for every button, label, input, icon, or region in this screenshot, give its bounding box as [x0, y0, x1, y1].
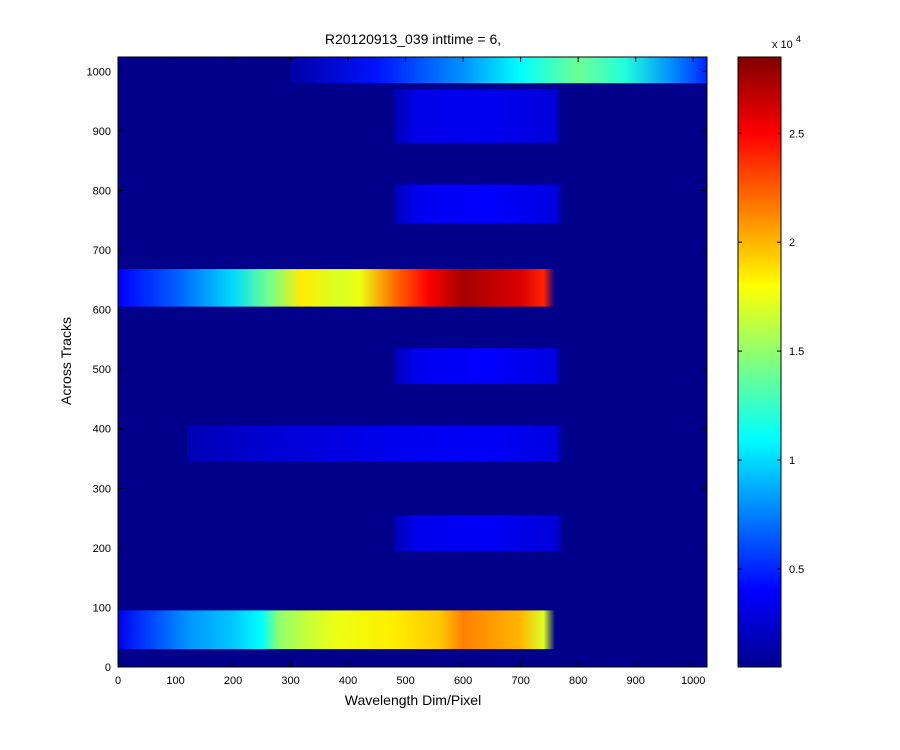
y-tick-label: 200: [93, 543, 111, 555]
heatmap-band-2: [187, 425, 564, 462]
y-tick-label: 500: [93, 364, 111, 376]
chart-title: R20120913_039 inttime = 6,: [325, 31, 501, 47]
x-tick-label: 100: [166, 675, 184, 687]
heatmap-band-6: [394, 89, 561, 143]
y-axis-label: Across Tracks: [58, 317, 74, 405]
heatmap-band-0: [118, 610, 556, 650]
colorbar-tick-label: 2.5: [789, 128, 804, 140]
x-tick-label: 700: [511, 675, 529, 687]
colorbar-gradient: [737, 56, 782, 668]
x-tick-label: 500: [396, 675, 414, 687]
plot-frame: [117, 56, 708, 668]
colorbar-tick-label: 1.5: [789, 346, 804, 358]
y-tick-label: 400: [93, 424, 111, 436]
heatmap-band-1: [394, 515, 564, 551]
y-tick-label: 900: [93, 126, 111, 138]
y-tick-label: 700: [93, 245, 111, 257]
x-axis: 0 100 200 300 400 500 600 700 800 900 1000: [115, 57, 705, 687]
plot-area: [117, 56, 708, 668]
x-tick-label: 400: [339, 675, 357, 687]
x-tick-label: 300: [281, 675, 299, 687]
x-tick-label: 1000: [681, 675, 705, 687]
x-axis-label: Wavelength Dim/Pixel: [345, 692, 481, 708]
x-tick-label: 0: [115, 675, 121, 687]
heatmap-band-7: [290, 57, 707, 84]
colorbar-multiplier: x 10 4: [772, 34, 801, 51]
colorbar-tick-label: 0.5: [789, 564, 804, 576]
colorbar-multiplier-exponent: 4: [796, 34, 801, 44]
colorbar-tick-label: 2: [789, 237, 795, 249]
heatmap-band-4: [118, 269, 556, 307]
y-tick-label: 800: [93, 185, 111, 197]
colorbar-ticks: 0.5 1 1.5 2 2.5: [738, 128, 804, 576]
y-tick-label: 100: [93, 602, 111, 614]
x-tick-label: 600: [454, 675, 472, 687]
y-tick-label: 300: [93, 483, 111, 495]
y-axis: 0 100 200 300 400 500 600 700 800 900 1000: [87, 66, 707, 674]
colorbar-tick-label: 1: [789, 455, 795, 467]
x-tick-label: 200: [224, 675, 242, 687]
y-tick-label: 600: [93, 305, 111, 317]
heatmap-band-5: [394, 184, 564, 224]
y-tick-label: 1000: [87, 66, 111, 78]
y-tick-label: 0: [105, 662, 111, 674]
x-tick-label: 800: [569, 675, 587, 687]
heatmap-band-3: [394, 348, 561, 385]
colorbar-multiplier-base: x 10: [772, 39, 793, 51]
x-tick-label: 900: [626, 675, 644, 687]
colorbar: 0.5 1 1.5 2 2.5 x 10 4: [737, 34, 804, 668]
